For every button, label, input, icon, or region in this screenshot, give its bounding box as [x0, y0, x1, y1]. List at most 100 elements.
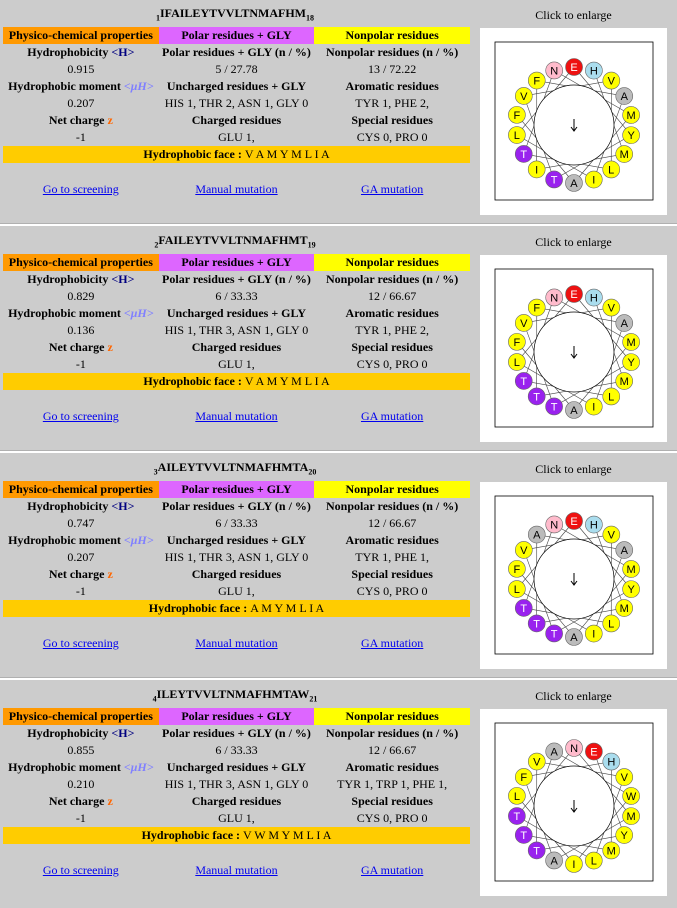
svg-text:Y: Y [627, 130, 635, 142]
table-row: 0.855 6 / 33.33 12 / 66.67 [3, 742, 470, 759]
moment-value: 0.136 [3, 322, 159, 339]
polar-count-label: Polar residues + GLY (n / %) [159, 725, 315, 742]
svg-text:M: M [620, 376, 629, 388]
wheel-residue: L [508, 787, 525, 804]
header-nonpolar: Nonpolar residues [314, 27, 470, 44]
header-nonpolar: Nonpolar residues [314, 481, 470, 498]
wheel-residue: F [508, 333, 525, 350]
click-to-enlarge-label[interactable]: Click to enlarge [480, 689, 667, 704]
table-row: Hydrophobicity <H> Polar residues + GLY … [3, 271, 470, 288]
header-polar: Polar residues + GLY [159, 254, 315, 271]
wheel-residue: M [623, 333, 640, 350]
wheel-residue: A [565, 174, 582, 191]
svg-text:Y: Y [627, 357, 635, 369]
nonpolar-count-value: 13 / 72.22 [314, 61, 470, 78]
wheel-residue: F [528, 299, 545, 316]
manual-mutation-link[interactable]: Manual mutation [159, 863, 315, 878]
header-physchem: Physico-chemical properties [3, 27, 159, 44]
table-row: Hydrophobic moment <μH> Uncharged residu… [3, 532, 470, 549]
hydrophobicity-value: 0.915 [3, 61, 159, 78]
click-to-enlarge-label[interactable]: Click to enlarge [480, 462, 667, 477]
header-polar: Polar residues + GLY [159, 708, 315, 725]
uncharged-label: Uncharged residues + GLY [159, 532, 315, 549]
hydrophobic-face-bar: Hydrophobic face : V A M Y M L I A [3, 146, 470, 163]
uncharged-label: Uncharged residues + GLY [159, 78, 315, 95]
divider [0, 223, 677, 226]
charge-value: -1 [3, 356, 159, 373]
svg-text:L: L [608, 391, 614, 403]
wheel-residue: V [603, 72, 620, 89]
svg-text:F: F [533, 303, 540, 315]
go-to-screening-link[interactable]: Go to screening [3, 636, 159, 651]
svg-text:M: M [620, 149, 629, 161]
svg-text:L: L [514, 791, 520, 803]
action-links: Go to screening Manual mutation GA mutat… [3, 182, 470, 197]
charge-value: -1 [3, 583, 159, 600]
svg-text:A: A [621, 91, 629, 103]
aromatic-label: Aromatic residues [314, 78, 470, 95]
svg-text:F: F [514, 564, 521, 576]
click-to-enlarge-label[interactable]: Click to enlarge [480, 235, 667, 250]
svg-text:V: V [608, 76, 616, 88]
wheel-residue: E [585, 743, 602, 760]
ga-mutation-link[interactable]: GA mutation [314, 409, 470, 424]
header-nonpolar: Nonpolar residues [314, 254, 470, 271]
svg-text:T: T [533, 845, 540, 857]
ga-mutation-link[interactable]: GA mutation [314, 636, 470, 651]
moment-label: Hydrophobic moment <μH> [3, 759, 159, 776]
go-to-screening-link[interactable]: Go to screening [3, 863, 159, 878]
svg-text:T: T [533, 391, 540, 403]
special-label: Special residues [314, 112, 470, 129]
manual-mutation-link[interactable]: Manual mutation [159, 182, 315, 197]
svg-text:I: I [592, 629, 595, 641]
wheel-residue: T [515, 372, 532, 389]
uncharged-value: HIS 1, THR 3, ASN 1, GLY 0 [159, 549, 315, 566]
wheel-residue: V [616, 769, 633, 786]
aromatic-label: Aromatic residues [314, 305, 470, 322]
wheel-residue: I [585, 171, 602, 188]
nonpolar-count-value: 12 / 66.67 [314, 515, 470, 532]
special-value: CYS 0, PRO 0 [314, 356, 470, 373]
wheel-residue: A [616, 315, 633, 332]
svg-text:F: F [533, 76, 540, 88]
hydrophobicity-value: 0.747 [3, 515, 159, 532]
nonpolar-count-label: Nonpolar residues (n / %) [314, 271, 470, 288]
svg-text:V: V [608, 530, 616, 542]
click-to-enlarge-label[interactable]: Click to enlarge [480, 8, 667, 23]
manual-mutation-link[interactable]: Manual mutation [159, 636, 315, 651]
hydrophobicity-label: Hydrophobicity <H> [3, 498, 159, 515]
manual-mutation-link[interactable]: Manual mutation [159, 409, 315, 424]
ga-mutation-link[interactable]: GA mutation [314, 863, 470, 878]
moment-value: 0.207 [3, 95, 159, 112]
wheel-residue: L [585, 852, 602, 869]
svg-text:F: F [520, 772, 527, 784]
wheel-residue: L [603, 388, 620, 405]
charged-label: Charged residues [159, 566, 315, 583]
wheel-residue: M [616, 600, 633, 617]
uncharged-label: Uncharged residues + GLY [159, 759, 315, 776]
wheel-residue: A [565, 629, 582, 646]
wheel-residue: T [528, 842, 545, 859]
wheel-residue: V [515, 314, 532, 331]
ga-mutation-link[interactable]: GA mutation [314, 182, 470, 197]
special-value: CYS 0, PRO 0 [314, 583, 470, 600]
polar-count-label: Polar residues + GLY (n / %) [159, 498, 315, 515]
wheel-residue: N [546, 516, 563, 533]
uncharged-label: Uncharged residues + GLY [159, 305, 315, 322]
table-header-row: Physico-chemical properties Polar residu… [3, 254, 470, 271]
wheel-residue: L [508, 127, 525, 144]
go-to-screening-link[interactable]: Go to screening [3, 182, 159, 197]
table-row: -1 GLU 1, CYS 0, PRO 0 [3, 810, 470, 827]
go-to-screening-link[interactable]: Go to screening [3, 409, 159, 424]
svg-text:N: N [570, 743, 578, 755]
table-row: -1 GLU 1, CYS 0, PRO 0 [3, 129, 470, 146]
charge-value: -1 [3, 129, 159, 146]
wheel-residue: V [515, 541, 532, 558]
